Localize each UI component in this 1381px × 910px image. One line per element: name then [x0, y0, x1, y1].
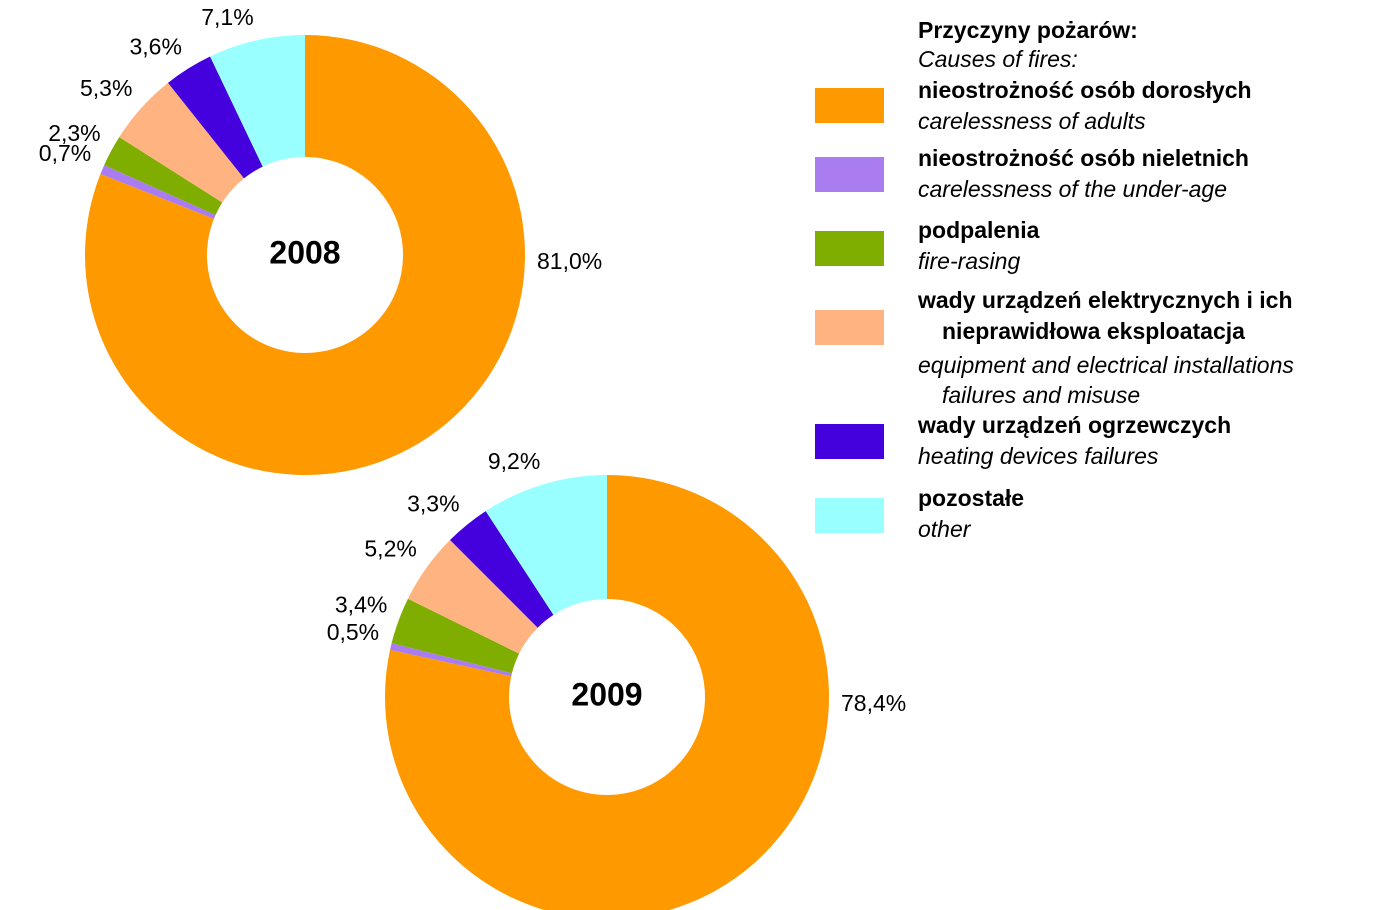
donut-slice: [390, 643, 512, 677]
donut-slice: [210, 35, 305, 167]
legend-label: wady urządzeń ogrzewczych: [917, 412, 1231, 438]
legend-label-en: carelessness of the under-age: [918, 176, 1227, 202]
legend-label-en: failures and misuse: [942, 382, 1140, 408]
data-label: 81,0%: [537, 248, 602, 274]
data-label: 9,2%: [488, 448, 540, 474]
donut-slice: [104, 137, 223, 215]
data-label: 7,1%: [201, 4, 253, 30]
data-label: 78,4%: [841, 690, 906, 716]
donut-slice: [385, 475, 829, 910]
legend-label: nieostrożność osób dorosłych: [918, 77, 1252, 103]
data-label: 3,6%: [129, 33, 181, 59]
data-label: 2,3%: [48, 120, 100, 146]
donut-slice: [119, 82, 244, 203]
legend-label: pozostałe: [918, 485, 1024, 511]
center-label: 2009: [571, 676, 642, 712]
legend-label: nieostrożność osób nieletnich: [918, 145, 1249, 171]
data-label: 0,5%: [327, 619, 379, 645]
legend-swatch: [815, 424, 884, 459]
data-label: 5,3%: [80, 75, 132, 101]
legend-swatch: [815, 231, 884, 266]
data-label: 3,3%: [407, 490, 459, 516]
donut-slice: [407, 540, 538, 654]
legend-swatch: [815, 310, 884, 345]
center-label: 2008: [269, 234, 340, 270]
donut-slice: [391, 598, 520, 674]
legend-swatch: [815, 88, 884, 123]
legend-label-en: carelessness of adults: [918, 108, 1146, 134]
legend-label: nieprawidłowa eksploatacja: [942, 318, 1245, 344]
legend-label-en: other: [918, 516, 972, 542]
legend-swatch: [815, 498, 884, 533]
data-label: 3,4%: [335, 591, 387, 617]
data-label: 5,2%: [364, 536, 416, 562]
data-label: 0,7%: [39, 140, 91, 166]
legend-subtitle: Causes of fires:: [918, 46, 1078, 72]
legend-label: podpalenia: [918, 217, 1040, 243]
legend-swatch: [815, 157, 884, 192]
donut-slice: [84, 35, 525, 476]
legend-label-en: equipment and electrical installations: [918, 352, 1294, 378]
legend-label-en: heating devices failures: [918, 443, 1159, 469]
donut-slice: [167, 56, 263, 179]
donut-slice: [100, 165, 216, 219]
donut-slice: [485, 475, 607, 615]
legend-label-en: fire-rasing: [918, 248, 1020, 274]
donut-slice: [450, 511, 554, 628]
legend-label: wady urządzeń elektrycznych i ich: [917, 287, 1293, 313]
legend-title: Przyczyny pożarów:: [918, 17, 1138, 43]
